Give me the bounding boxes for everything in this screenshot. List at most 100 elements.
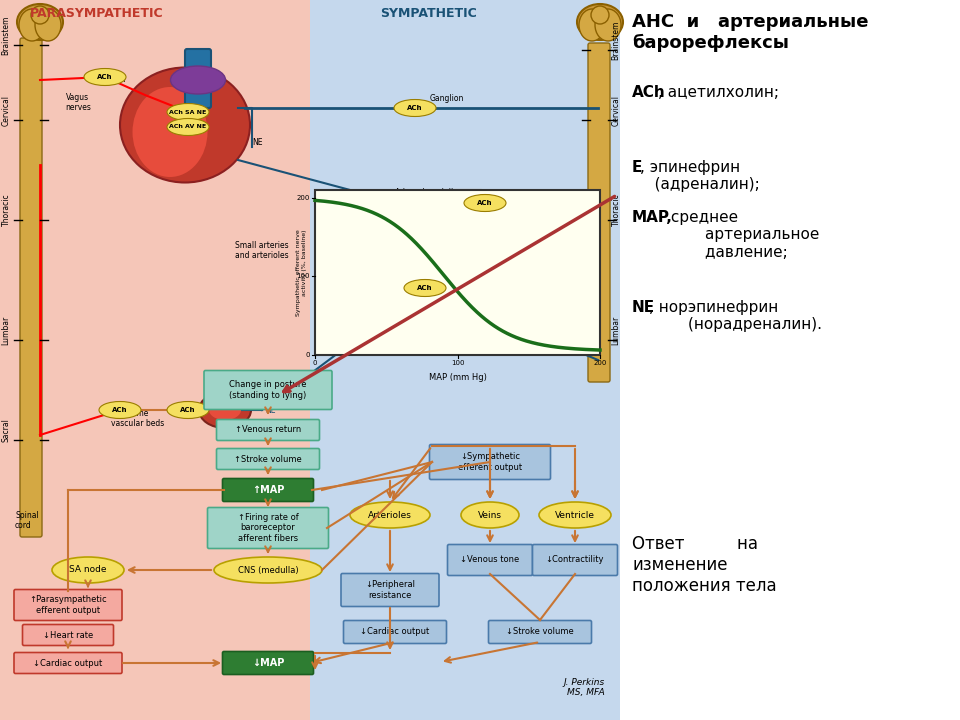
FancyBboxPatch shape [489, 621, 591, 644]
Text: SA node: SA node [69, 565, 107, 575]
Ellipse shape [577, 4, 623, 40]
Text: J. Perkins
MS, MFA: J. Perkins MS, MFA [564, 678, 605, 698]
Text: Small arteries
and arterioles: Small arteries and arterioles [235, 240, 289, 260]
Text: Ganglion: Ganglion [430, 94, 465, 103]
Text: CNS (medulla): CNS (medulla) [238, 565, 299, 575]
Ellipse shape [31, 6, 49, 24]
FancyBboxPatch shape [620, 0, 960, 720]
Text: NE: NE [265, 406, 276, 415]
Text: NE: NE [252, 138, 262, 147]
Ellipse shape [167, 402, 209, 418]
Ellipse shape [167, 104, 209, 120]
Ellipse shape [99, 402, 141, 418]
Ellipse shape [17, 4, 63, 40]
Text: 0: 0 [305, 352, 310, 358]
Ellipse shape [214, 557, 322, 583]
Text: ↑Venous return: ↑Venous return [235, 426, 301, 434]
Text: 100: 100 [297, 274, 310, 279]
Text: Vagus
nerves: Vagus nerves [65, 93, 91, 112]
Text: среднее
        артериальное
        давление;: среднее артериальное давление; [666, 210, 820, 260]
Text: Arterioles: Arterioles [368, 510, 412, 520]
Text: ↓Venous tone: ↓Venous tone [461, 556, 519, 564]
FancyBboxPatch shape [533, 544, 617, 575]
Text: 1/3 NE: 1/3 NE [385, 216, 410, 225]
Text: ↓Peripheral
resistance: ↓Peripheral resistance [365, 580, 415, 600]
Text: 0: 0 [313, 360, 317, 366]
Text: ↓Stroke volume: ↓Stroke volume [506, 628, 574, 636]
Text: Spinal
cord: Spinal cord [15, 510, 38, 530]
Text: ↓Heart rate: ↓Heart rate [43, 631, 93, 639]
FancyBboxPatch shape [223, 652, 314, 675]
Ellipse shape [595, 9, 621, 41]
Text: 2/3 E: 2/3 E [385, 205, 404, 214]
FancyBboxPatch shape [315, 190, 600, 355]
FancyBboxPatch shape [341, 574, 439, 606]
FancyBboxPatch shape [344, 621, 446, 644]
Text: ↓Cardiac output: ↓Cardiac output [360, 628, 430, 636]
Ellipse shape [199, 392, 251, 428]
Ellipse shape [209, 400, 241, 420]
Text: Ganglion: Ganglion [92, 75, 127, 84]
Text: ACh SA NE: ACh SA NE [169, 109, 206, 114]
Ellipse shape [84, 68, 126, 86]
Text: ACh: ACh [407, 105, 422, 111]
Text: ACh: ACh [418, 285, 433, 291]
Ellipse shape [539, 502, 611, 528]
Text: ACh: ACh [112, 407, 128, 413]
Ellipse shape [167, 119, 209, 135]
Text: Brainstem: Brainstem [2, 15, 11, 55]
Ellipse shape [52, 557, 124, 583]
Text: ↓Cardiac output: ↓Cardiac output [34, 659, 103, 667]
Text: АНС  и   артериальные
барорефлексы: АНС и артериальные барорефлексы [632, 13, 869, 52]
Text: 200: 200 [297, 195, 310, 201]
FancyBboxPatch shape [204, 371, 332, 410]
Text: Adrenal medulla: Adrenal medulla [395, 188, 458, 197]
Text: SYMPATHETIC: SYMPATHETIC [380, 7, 477, 20]
Ellipse shape [19, 9, 45, 41]
Text: Change in posture
(standing to lying): Change in posture (standing to lying) [229, 380, 307, 400]
Text: Cervical: Cervical [2, 94, 11, 125]
Text: ↓Contractility: ↓Contractility [545, 556, 604, 564]
FancyBboxPatch shape [14, 652, 122, 673]
Text: Ответ          на
изменение
положения тела: Ответ на изменение положения тела [632, 535, 777, 595]
Text: Sacral: Sacral [2, 418, 11, 442]
Ellipse shape [591, 6, 609, 24]
Text: NE: NE [632, 300, 655, 315]
FancyBboxPatch shape [429, 444, 550, 480]
FancyBboxPatch shape [185, 49, 211, 108]
Ellipse shape [132, 87, 207, 177]
FancyBboxPatch shape [217, 449, 320, 469]
Ellipse shape [350, 502, 430, 528]
Text: , норэпинефрин
        (норадреналин).: , норэпинефрин (норадреналин). [649, 300, 822, 333]
Text: MAP (mm Hg): MAP (mm Hg) [428, 373, 487, 382]
Text: 100: 100 [451, 360, 465, 366]
Text: ↓Sympathetic
efferent output: ↓Sympathetic efferent output [458, 452, 522, 472]
Text: 200: 200 [593, 360, 607, 366]
Ellipse shape [461, 502, 519, 528]
Polygon shape [455, 190, 480, 215]
FancyBboxPatch shape [20, 38, 42, 537]
Text: Cervical: Cervical [612, 94, 620, 125]
Text: ↑Stroke volume: ↑Stroke volume [234, 454, 301, 464]
Text: , эпинефрин
   (адреналин);: , эпинефрин (адреналин); [640, 160, 760, 192]
Text: Thoracic: Thoracic [612, 194, 620, 226]
Text: , ацетилхолин;: , ацетилхолин; [658, 85, 779, 100]
Text: Lumbar: Lumbar [612, 315, 620, 345]
Text: ACh AV NE: ACh AV NE [169, 125, 206, 130]
Text: MAP,: MAP, [632, 210, 673, 225]
Ellipse shape [35, 9, 61, 41]
Text: ↑Firing rate of
baroreceptor
afferent fibers: ↑Firing rate of baroreceptor afferent fi… [238, 513, 299, 543]
Ellipse shape [579, 9, 605, 41]
FancyBboxPatch shape [588, 43, 610, 382]
Text: ACh: ACh [632, 85, 665, 100]
Text: Thoracic: Thoracic [2, 194, 11, 226]
Ellipse shape [464, 194, 506, 212]
FancyBboxPatch shape [447, 544, 533, 575]
Text: ACh: ACh [477, 200, 492, 206]
Text: Some
vascular beds: Some vascular beds [111, 409, 164, 428]
Text: ↑MAP: ↑MAP [252, 485, 284, 495]
Text: ↓MAP: ↓MAP [252, 658, 284, 668]
Text: Brainstem: Brainstem [612, 20, 620, 60]
Text: Lumbar: Lumbar [2, 315, 11, 345]
Text: Veins: Veins [478, 510, 502, 520]
